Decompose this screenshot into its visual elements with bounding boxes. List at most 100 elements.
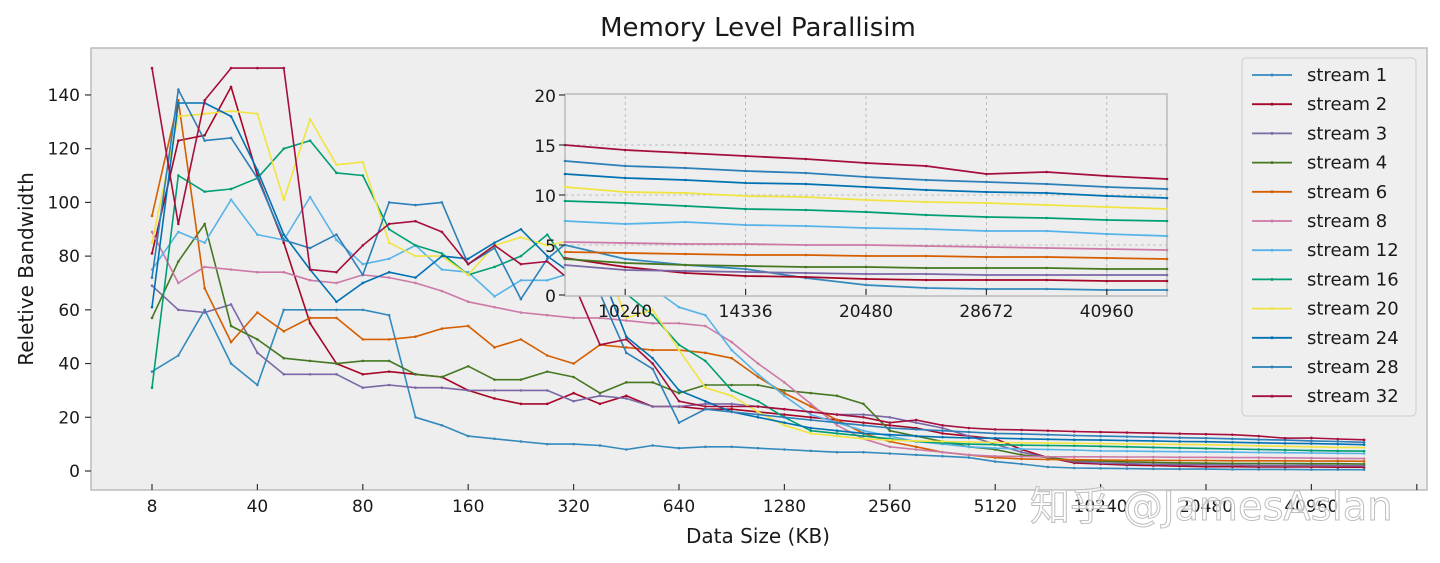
legend-item: stream 1 [1252,65,1387,86]
legend-label: stream 20 [1307,299,1399,320]
data-point [862,413,865,416]
data-point [598,316,602,320]
data-point [282,270,286,274]
x-tick-label: 1280 [763,497,806,517]
data-point [835,432,839,435]
data-point [1336,462,1340,466]
inset-data-point [985,190,988,194]
data-point [835,413,839,416]
data-point [1178,436,1181,439]
data-point [598,444,602,447]
data-point [1072,442,1076,445]
data-point [941,424,944,427]
inset-data-point [1165,288,1169,292]
data-point [545,244,549,247]
data-point [993,454,997,458]
inset-data-point [623,201,627,205]
data-point [466,434,470,438]
inset-data-point [684,204,687,208]
data-point [203,241,206,244]
data-point [1099,442,1102,445]
data-point [756,405,760,408]
data-point [1020,441,1023,445]
data-point [256,351,259,355]
inset-data-point [623,257,627,261]
data-point [545,254,549,258]
inset-data-point [804,224,808,228]
data-point [572,375,575,379]
data-point [282,373,286,376]
data-point [1046,429,1050,433]
inset-data-point [684,242,687,246]
data-point [1257,448,1260,451]
data-point [730,340,733,344]
data-point [150,252,154,255]
inset-data-point [864,175,868,179]
data-point [256,112,259,116]
data-point [783,389,786,392]
data-point [1204,456,1208,459]
data-point [677,343,681,347]
inset-data-point [1045,287,1048,291]
data-point [677,391,681,395]
data-point [1046,465,1050,469]
data-point [282,147,286,150]
data-point [1310,468,1313,471]
data-point [572,316,575,320]
data-point [835,429,839,433]
data-point [466,273,470,277]
x-tick-label: 5120 [974,497,1017,517]
legend-marker [1270,190,1274,194]
data-point [1310,459,1313,463]
data-point [1099,430,1102,434]
data-point [993,443,997,446]
data-point [677,399,681,403]
data-point [783,407,786,411]
data-point [203,99,206,102]
data-point [1099,449,1102,453]
data-point [783,424,786,427]
data-point [1125,431,1129,434]
data-point [361,244,365,247]
data-point [387,222,391,226]
data-point [1310,442,1313,445]
inset-data-point [623,222,627,226]
data-point [625,397,628,400]
data-point [862,424,865,427]
data-point [414,281,417,285]
inset-data-point [563,172,567,176]
data-point [229,85,233,89]
data-point [545,389,549,392]
data-point [1231,437,1234,441]
data-point [809,426,813,430]
data-point [150,284,154,287]
inset-data-point [623,265,627,269]
data-point [572,399,575,403]
data-point [229,109,233,113]
inset-data-point [1045,278,1048,282]
inset-series-stream-16 [563,199,1169,223]
data-point [414,373,417,376]
data-point [282,241,286,244]
data-point [229,136,233,140]
inset-data-point [744,223,747,227]
data-point [545,402,549,406]
inset-data-point [1045,216,1048,220]
data-point [1204,461,1208,465]
data-point [1072,444,1076,448]
inset-series-stream-4 [563,257,1169,271]
data-point [387,313,391,317]
data-point [414,386,417,390]
x-tick-label: 40960 [1284,497,1338,517]
data-point [1257,464,1260,467]
data-point [993,441,997,444]
data-point [545,278,549,282]
legend-item: stream 16 [1252,269,1399,290]
data-point [625,448,628,451]
data-point [1204,467,1208,471]
inset-data-point [623,164,627,168]
data-point [545,233,549,236]
data-point [835,450,839,454]
legend-label: stream 8 [1307,211,1387,232]
legend-label: stream 4 [1307,153,1387,174]
